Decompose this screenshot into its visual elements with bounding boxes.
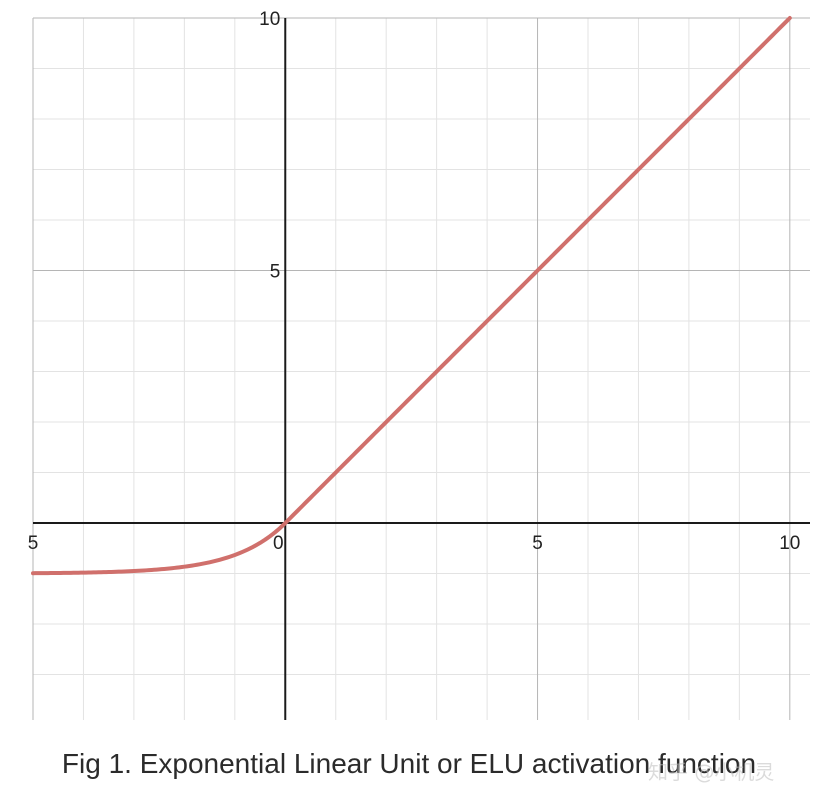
zhihu-watermark: 知乎 @小机灵 bbox=[648, 760, 775, 784]
x-tick-label: 5 bbox=[532, 533, 543, 554]
elu-plot: 5 0 5 10 5 10 bbox=[28, 9, 810, 720]
x-tick-label: 5 bbox=[28, 533, 39, 554]
y-tick-label: 10 bbox=[259, 9, 280, 30]
y-tick-label: 5 bbox=[270, 262, 281, 283]
elu-curve bbox=[31, 16, 792, 576]
figure-caption: Fig 1. Exponential Linear Unit or ELU ac… bbox=[61, 748, 757, 779]
x-tick-label: 10 bbox=[779, 533, 800, 554]
x-tick-label: 0 bbox=[273, 533, 284, 554]
